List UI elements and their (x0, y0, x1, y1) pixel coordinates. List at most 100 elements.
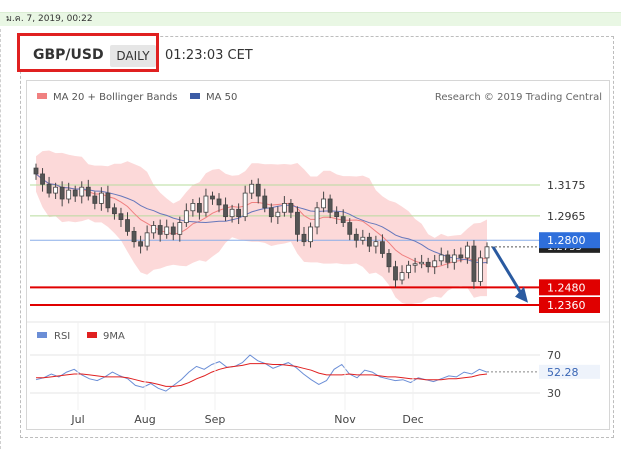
moving-averages (35, 173, 488, 268)
projection-arrow-shaft (491, 246, 524, 296)
level-tag-1.2965 (541, 208, 581, 223)
candle-body (144, 232, 150, 247)
ma9-legend-label: 9MA (103, 331, 125, 342)
candle-body (157, 225, 163, 235)
chart-panel (26, 80, 610, 430)
candle-body (229, 208, 235, 218)
level-tag-1.2480 (539, 279, 600, 296)
rsi-line (35, 354, 488, 392)
level-label-1.2360: 1.2360 (547, 299, 586, 312)
candle-body (138, 241, 143, 247)
x-tick-Sep: Sep (205, 413, 226, 426)
x-tick-Dec: Dec (402, 413, 423, 426)
ma50-legend-swatch (190, 93, 200, 99)
ma20-legend-label: MA 20 + Bollinger Bands (53, 92, 177, 103)
candle-body (347, 222, 353, 235)
candle-body (223, 204, 228, 218)
candle-body (131, 230, 137, 243)
candle-body (210, 195, 215, 200)
candle-body (301, 233, 307, 243)
candle-body (425, 261, 431, 268)
candle-body (125, 219, 130, 232)
candle-body (314, 207, 320, 228)
rsi-level-label-30: 30 (547, 387, 561, 400)
candle-body (170, 226, 176, 235)
candle-body (72, 189, 78, 197)
candle-body (334, 211, 340, 218)
candle-body (177, 222, 183, 235)
candle-body (79, 186, 85, 197)
level-label-1.3175: 1.3175 (547, 179, 586, 192)
period-badge[interactable]: DAILY (110, 45, 156, 67)
level-tag-1.3175 (541, 178, 581, 192)
level-label-1.2800: 1.2800 (547, 234, 586, 247)
x-tick-Nov: Nov (334, 413, 356, 426)
rsi-panel: 70 30 52.28 (30, 349, 600, 400)
candle-body (203, 195, 209, 213)
candle-body (249, 183, 255, 194)
candle-body (151, 225, 157, 234)
projection-arrow (491, 246, 528, 303)
candle-body (366, 236, 372, 247)
candle-body (268, 207, 274, 218)
candle-body (432, 260, 438, 268)
ma20-line (35, 173, 488, 268)
candle-body (484, 246, 490, 259)
candle-body (327, 198, 333, 213)
candle-body (242, 192, 248, 218)
candle-body (255, 183, 261, 197)
candle-body (98, 192, 104, 204)
candle-body (105, 192, 111, 209)
level-label-1.2480: 1.2480 (547, 281, 586, 294)
rsi-ma9-line (36, 363, 488, 387)
candle-body (85, 186, 91, 197)
candle-body (197, 203, 202, 213)
candle-body (353, 233, 359, 241)
level-tag-1.2800 (539, 232, 600, 249)
candle-body (419, 261, 425, 265)
price-levels (30, 184, 540, 306)
candle-body (321, 198, 326, 209)
candle-body (40, 173, 45, 185)
credit-text: Research © 2019 Trading Central (435, 92, 602, 103)
timestamp: ม.ค. 7, 2019, 00:22 (6, 14, 93, 24)
rsi-current-tag (539, 364, 600, 379)
candle-body (340, 216, 346, 223)
candle-body (360, 236, 366, 241)
ma9-legend-swatch (87, 332, 97, 338)
candle-body (478, 257, 483, 282)
candle-body (118, 213, 124, 221)
candle-body (164, 226, 170, 235)
candle-body (464, 245, 470, 259)
candle-body (393, 266, 398, 281)
widget-frame (20, 36, 614, 438)
candles (33, 163, 490, 289)
candle-body (308, 226, 313, 243)
candle-body (190, 203, 196, 212)
candle-body (275, 211, 281, 218)
candle-body (471, 245, 477, 282)
ma50-line (35, 173, 488, 264)
candle-body (295, 211, 300, 235)
candle-body (216, 198, 222, 206)
candle-body (59, 186, 65, 200)
candle-body (380, 241, 385, 254)
candle-body (386, 253, 392, 268)
rsi-legend-label: RSI (54, 331, 70, 342)
candle-body (53, 186, 59, 194)
level-label-1.2965: 1.2965 (547, 210, 586, 223)
x-axis: Jul Aug Sep Nov Dec (70, 322, 424, 426)
x-tick-Aug: Aug (134, 413, 155, 426)
ma20-legend-swatch (37, 93, 47, 99)
rsi-legend-swatch (37, 332, 47, 338)
level-tag-1.2360 (539, 297, 600, 313)
candle-body (262, 195, 268, 209)
candle-body (406, 264, 411, 274)
candle-body (412, 263, 418, 266)
status-strip (0, 12, 621, 26)
currency-pair: GBP/USD (33, 47, 104, 63)
ma50-legend-label: MA 50 (206, 92, 237, 103)
bollinger-band-area (36, 150, 487, 305)
